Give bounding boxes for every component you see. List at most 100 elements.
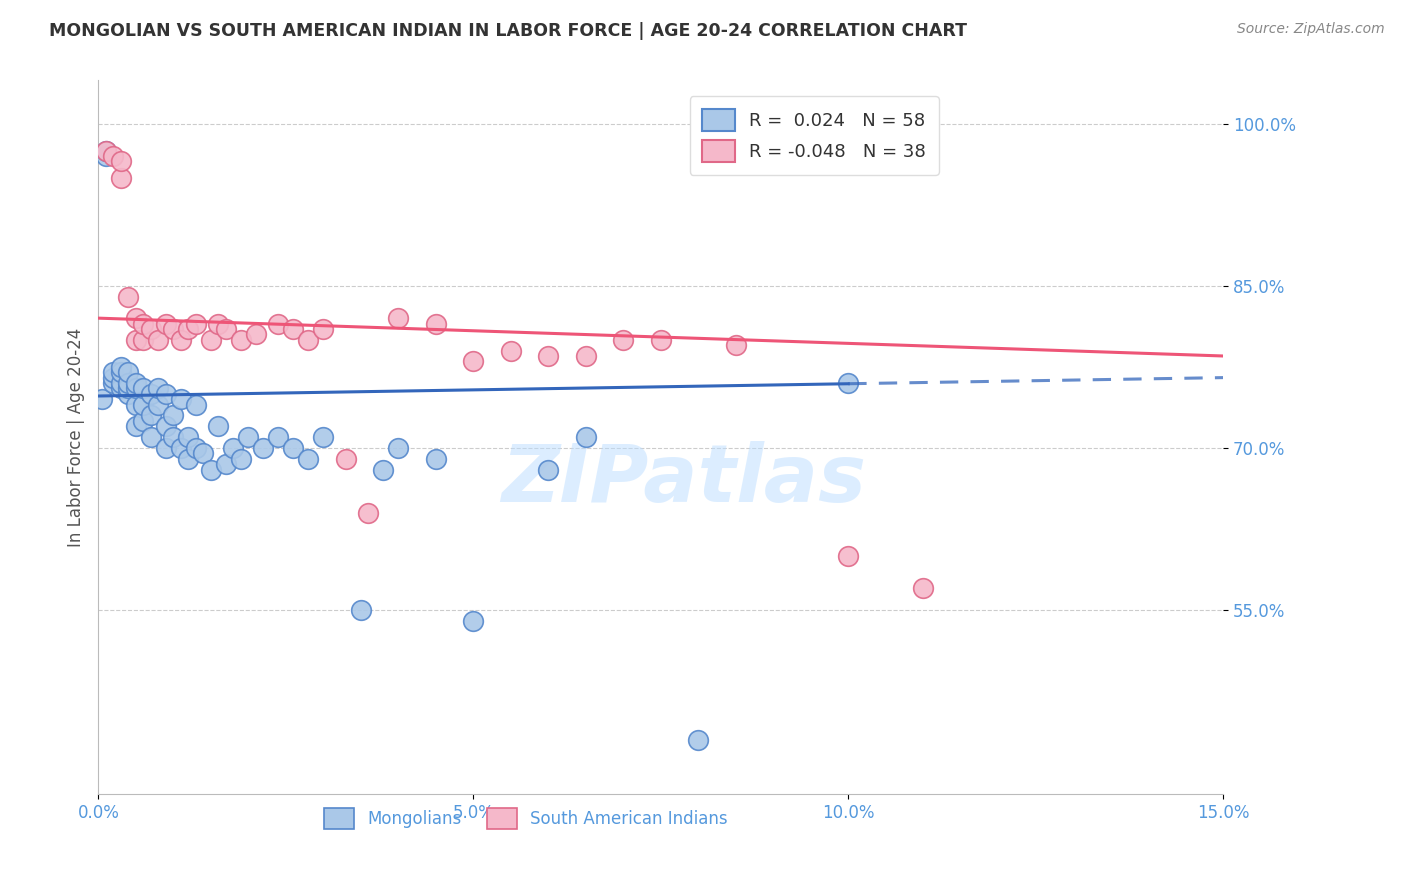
Point bbox=[688, 732, 710, 747]
Point bbox=[177, 322, 200, 336]
Point bbox=[184, 441, 207, 455]
Point bbox=[283, 322, 305, 336]
Point bbox=[103, 149, 125, 163]
Point bbox=[117, 289, 139, 303]
Point bbox=[148, 333, 170, 347]
Point bbox=[350, 603, 373, 617]
Point bbox=[125, 381, 148, 395]
Point bbox=[132, 333, 155, 347]
Point bbox=[125, 376, 148, 390]
Point bbox=[650, 333, 672, 347]
Point bbox=[387, 441, 409, 455]
Point bbox=[387, 311, 409, 326]
Text: Source: ZipAtlas.com: Source: ZipAtlas.com bbox=[1237, 22, 1385, 37]
Point bbox=[177, 451, 200, 466]
Point bbox=[103, 365, 125, 379]
Point bbox=[837, 549, 859, 563]
Point bbox=[170, 392, 193, 407]
Point bbox=[170, 333, 193, 347]
Point bbox=[139, 430, 162, 444]
Point bbox=[148, 381, 170, 395]
Point bbox=[837, 376, 859, 390]
Point bbox=[463, 354, 485, 368]
Point bbox=[283, 441, 305, 455]
Point bbox=[125, 333, 148, 347]
Point bbox=[155, 419, 177, 434]
Point bbox=[177, 430, 200, 444]
Point bbox=[125, 311, 148, 326]
Point bbox=[110, 154, 132, 169]
Point bbox=[297, 451, 319, 466]
Point bbox=[110, 359, 132, 374]
Point bbox=[200, 462, 222, 476]
Point bbox=[139, 409, 162, 423]
Point bbox=[162, 322, 184, 336]
Point bbox=[912, 582, 935, 596]
Point bbox=[425, 451, 447, 466]
Point bbox=[94, 144, 117, 158]
Point bbox=[312, 322, 335, 336]
Point bbox=[575, 430, 598, 444]
Text: ZIPatlas: ZIPatlas bbox=[501, 441, 866, 519]
Point bbox=[537, 462, 560, 476]
Point bbox=[94, 144, 117, 158]
Point bbox=[373, 462, 395, 476]
Point bbox=[155, 441, 177, 455]
Point bbox=[139, 387, 162, 401]
Point bbox=[110, 381, 132, 395]
Point bbox=[193, 446, 215, 460]
Point bbox=[612, 333, 634, 347]
Point bbox=[162, 430, 184, 444]
Point bbox=[575, 349, 598, 363]
Point bbox=[110, 376, 132, 390]
Point bbox=[252, 441, 274, 455]
Point bbox=[357, 506, 380, 520]
Point bbox=[103, 370, 125, 384]
Point bbox=[117, 376, 139, 390]
Point bbox=[312, 430, 335, 444]
Point bbox=[200, 333, 222, 347]
Point bbox=[184, 398, 207, 412]
Legend: Mongolians, South American Indians: Mongolians, South American Indians bbox=[318, 802, 734, 836]
Point bbox=[184, 317, 207, 331]
Point bbox=[125, 419, 148, 434]
Point bbox=[110, 170, 132, 185]
Point bbox=[215, 322, 238, 336]
Point bbox=[537, 349, 560, 363]
Text: MONGOLIAN VS SOUTH AMERICAN INDIAN IN LABOR FORCE | AGE 20-24 CORRELATION CHART: MONGOLIAN VS SOUTH AMERICAN INDIAN IN LA… bbox=[49, 22, 967, 40]
Point bbox=[94, 149, 117, 163]
Point bbox=[267, 317, 290, 331]
Point bbox=[215, 457, 238, 471]
Point bbox=[117, 365, 139, 379]
Point bbox=[425, 317, 447, 331]
Point bbox=[132, 398, 155, 412]
Point bbox=[238, 430, 260, 444]
Point bbox=[132, 414, 155, 428]
Point bbox=[245, 327, 267, 342]
Point bbox=[110, 365, 132, 379]
Point bbox=[207, 317, 229, 331]
Y-axis label: In Labor Force | Age 20-24: In Labor Force | Age 20-24 bbox=[66, 327, 84, 547]
Point bbox=[91, 392, 114, 407]
Point bbox=[499, 343, 522, 358]
Point bbox=[125, 398, 148, 412]
Point bbox=[132, 317, 155, 331]
Point bbox=[267, 430, 290, 444]
Point bbox=[155, 317, 177, 331]
Point bbox=[139, 322, 162, 336]
Point bbox=[335, 451, 357, 466]
Point bbox=[170, 441, 193, 455]
Point bbox=[148, 398, 170, 412]
Point bbox=[117, 387, 139, 401]
Point bbox=[207, 419, 229, 434]
Point bbox=[463, 614, 485, 628]
Point bbox=[155, 387, 177, 401]
Point bbox=[132, 381, 155, 395]
Point bbox=[229, 451, 252, 466]
Point bbox=[103, 376, 125, 390]
Point bbox=[297, 333, 319, 347]
Point bbox=[162, 409, 184, 423]
Point bbox=[229, 333, 252, 347]
Point bbox=[222, 441, 245, 455]
Point bbox=[117, 381, 139, 395]
